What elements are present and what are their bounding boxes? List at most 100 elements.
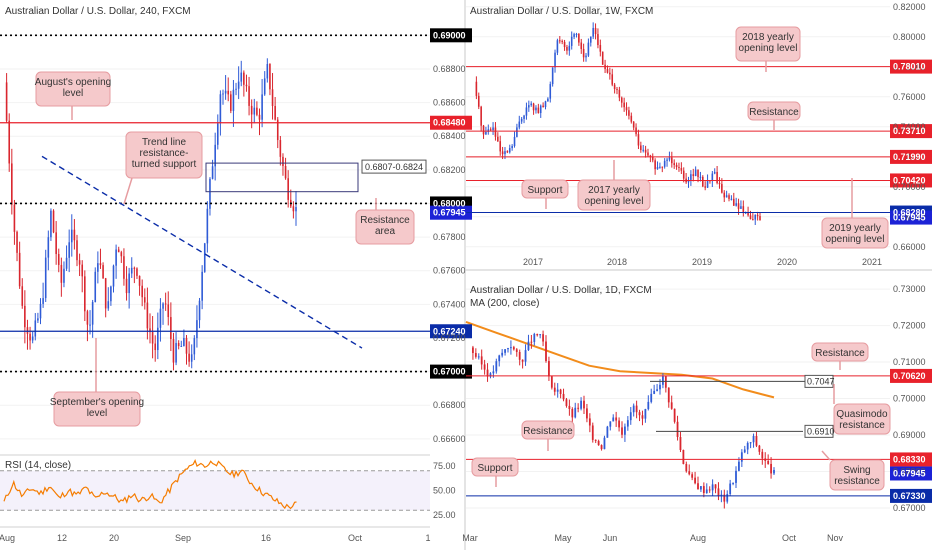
h4-candle-body [219,94,222,124]
h4-y-tick-label: 0.68000 [433,198,466,208]
h4-resistance-area-callout-text: area [375,226,395,237]
h4-candle-body [138,275,141,286]
h4-august-callout-text: level [63,88,84,99]
daily-price-tag [890,466,932,481]
weekly-candle-body [671,157,673,164]
daily-candle-body [644,409,647,419]
weekly-x-tick-label: 2018 [607,257,627,267]
weekly-candle-body [566,47,568,51]
h4-candle-body [13,204,16,232]
daily-candle-body [477,356,480,358]
h4-candle-body [193,338,196,355]
h4-y-tick-label: 0.67600 [433,266,466,276]
h4-candle-body [292,206,295,212]
h4-candle-body [263,78,266,95]
daily-candle-body [583,400,585,409]
h4-supply-zone [205,162,359,193]
h4-price-tag [430,205,472,220]
h4-price-tag [430,364,472,379]
daily-candle-body [518,351,521,360]
h4-candle-body [209,178,211,209]
weekly-candle-body [659,166,661,168]
weekly-2019-callout-text: opening level [826,234,885,245]
h4-candle-body [125,278,128,294]
daily-support-callout [471,457,519,487]
weekly-candle-body [568,45,571,51]
weekly-support-callout-box [521,179,569,199]
daily-candle-body [621,427,623,435]
daily-candle-body [536,333,539,336]
h4-candle-body [94,271,97,303]
h4-y-tick-label: 0.67800 [433,232,466,242]
h4-candle-body [73,229,76,241]
daily-candle-body [588,418,591,426]
daily-candle-body [729,483,732,495]
h4-trendline-callout-text: resistance- [140,148,189,159]
daily-swing-callout-text: resistance [834,476,880,487]
daily-y-tick-label: 0.68000 [893,466,926,476]
h4-price-tag-label: 0.67000 [433,367,466,377]
daily-candle-body [498,355,501,362]
weekly-candle-body [518,121,521,128]
weekly-candle-body [661,166,664,168]
weekly-candle-body [699,176,702,178]
weekly-candle-body [742,206,745,213]
h4-candle-body [167,304,170,318]
h4-candle-body [170,317,172,340]
h4-candle-body [47,237,50,258]
daily-candle-body [723,494,726,502]
daily-y-tick-label: 0.69000 [893,430,926,440]
weekly-candle-body [740,206,742,209]
weekly-candle-body [704,186,706,188]
rsi-y-tick-label: 50.00 [433,486,456,496]
daily-candle-body [770,463,772,474]
daily-boxed-level [804,424,834,438]
weekly-candle-body [697,169,699,178]
h4-candle-body [172,339,175,363]
daily-candle-body [670,402,673,409]
daily-candle-body [492,371,495,374]
weekly-candle-body [528,105,530,108]
h4-chart-title: Australian Dollar / U.S. Dollar, 240, FX… [5,6,191,17]
weekly-candle-body [690,174,692,180]
daily-candle-body [761,451,764,459]
h4-september-callout-text: September's opening [50,397,144,408]
weekly-candle-body [620,97,623,103]
daily-candle-body [647,401,650,410]
h4-candle-body [240,72,243,82]
weekly-candle-body [756,214,759,217]
h4-candle-body [78,260,81,265]
daily-candle-body [483,364,486,370]
weekly-2017-callout-text: 2017 yearly [588,185,640,196]
weekly-2018-callout-text: opening level [739,43,798,54]
rsi-title: RSI (14, close) [5,460,71,471]
daily-candle-body [533,333,536,342]
h4-candle-body [183,338,185,346]
h4-candle-body [130,267,133,274]
daily-candle-body [743,449,746,453]
rsi-line [3,458,297,510]
h4-trendline-callout-pointer [123,177,133,205]
daily-candle-body [556,389,559,392]
rsi-y-tick-label: 75.00 [433,461,456,471]
daily-candle-body [480,356,483,365]
daily-candle-body [600,445,603,450]
daily-boxed-level-label: 0.6910 [807,426,835,436]
h4-candle-body [76,240,78,261]
daily-candle-body [542,334,544,342]
daily-candle-body [571,408,574,418]
daily-candle-body [720,494,723,496]
h4-y-tick-label: 0.67400 [433,299,466,309]
h4-candle-body [222,93,224,95]
daily-candle-body [548,361,550,377]
weekly-y-tick-label: 0.78000 [893,62,926,72]
h4-resistance-area-callout [355,198,415,245]
h4-candle-body [26,327,29,334]
weekly-candle-body [666,159,668,161]
weekly-candle-body [554,52,556,68]
weekly-candle-body [613,84,616,90]
daily-price-tag [890,368,932,383]
weekly-candle-body [687,179,690,183]
weekly-candle-body [520,118,523,122]
weekly-candle-body [513,136,516,147]
